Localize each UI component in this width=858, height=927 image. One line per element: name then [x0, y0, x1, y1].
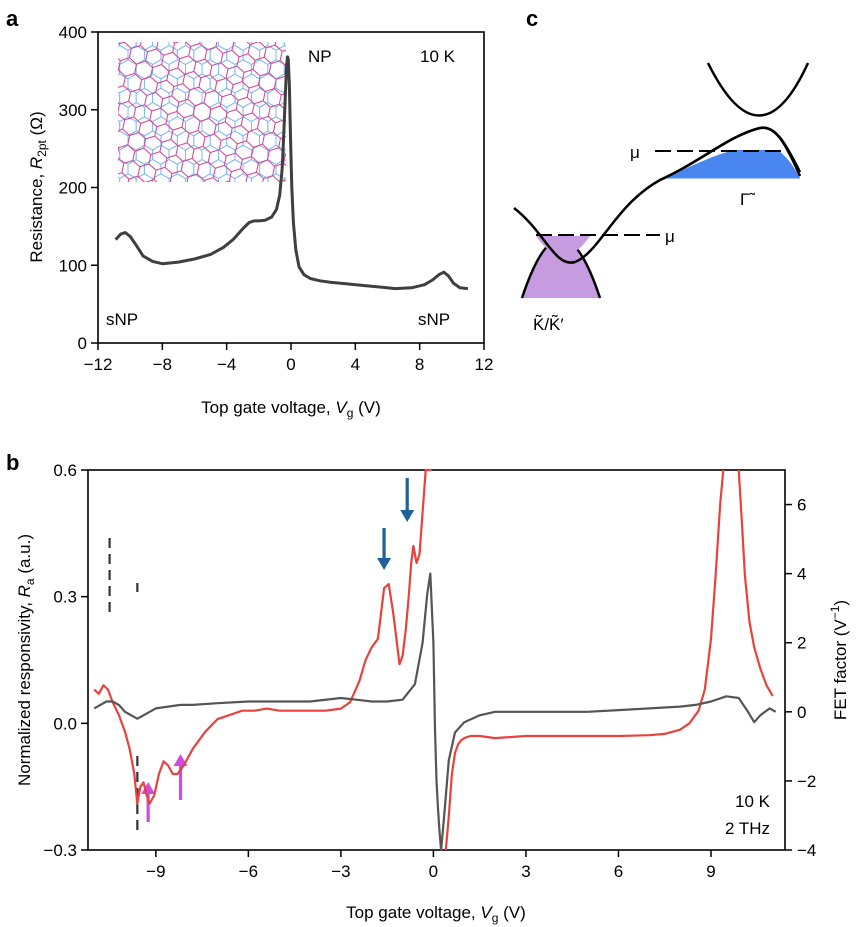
panel-c-band-diagram: μ μ K̃/K̃′ Γ̃ — [513, 62, 810, 334]
panel-b-y2-axis-label: FET factor (V−1) — [828, 600, 850, 720]
panel-a-x-tick-label: 4 — [351, 355, 360, 374]
panel-a-y-tick-label: 200 — [59, 179, 87, 198]
panel-b-y2-tick-label: −4 — [797, 841, 816, 860]
panel-b-x-tick-label: 6 — [614, 862, 623, 881]
gamma-band-fill — [665, 150, 800, 178]
panel-a-x-tick-label: −8 — [153, 355, 172, 374]
panel-a-temperature-label: 10 K — [420, 47, 456, 66]
panel-b-x-axis-label: Top gate voltage, Vg (V) — [346, 903, 526, 925]
panel-b-fet-factor-line — [93, 572, 777, 852]
panel-label-c: c — [526, 6, 538, 31]
lattice-layer — [118, 42, 286, 182]
lattice-layer — [118, 42, 286, 182]
k-conduction-fill — [536, 236, 590, 256]
panel-b-y2-tick-label: 6 — [797, 496, 806, 515]
k-valley-label: K̃/K̃′ — [533, 314, 564, 334]
panel-a-y-tick-label: 400 — [59, 23, 87, 42]
panel-a-y-tick-label: 0 — [78, 334, 87, 353]
panel-b-x-tick-label: 9 — [706, 862, 715, 881]
panel-b-y-axis-label: Normalized responsivity, Ra (a.u.) — [15, 534, 37, 786]
panel-b-y-tick-label: 0.3 — [53, 588, 77, 607]
panel-a-y-tick-label: 100 — [59, 256, 87, 275]
panel-b-responsivity-line-2 — [444, 469, 725, 851]
panel-a-x-tick-label: 8 — [415, 355, 424, 374]
panel-b-frame — [87, 469, 786, 851]
panel-b-responsivity-line-3 — [737, 469, 774, 697]
panel-b-y2-ticks: −4 −2 0 2 4 6 — [785, 496, 816, 860]
panel-a-y-axis-label: Resistance, R2pt (Ω) — [27, 111, 49, 262]
panel-a-y-tick-label: 300 — [59, 101, 87, 120]
panel-a-chart: −12 −8 −4 0 4 8 12 0 100 200 300 400 NP 10 K sNP s… — [27, 23, 494, 420]
panel-b-y2-tick-label: 2 — [797, 634, 806, 653]
panel-b-x-tick-label: −6 — [239, 862, 258, 881]
panel-a-x-tick-label: −4 — [217, 355, 236, 374]
mu-label-left: μ — [665, 227, 675, 246]
panel-a-np-label: NP — [308, 47, 332, 66]
panel-b-chart: −9 −6 −3 0 3 6 9 −0.3 0.0 0.3 0.6 −4 −2 0 2 4 6 10 K 2… — [15, 461, 850, 925]
mu-label-right: μ — [630, 143, 640, 162]
panel-a-y-ticks: 0 100 200 300 400 — [59, 23, 98, 353]
panel-b-x-ticks: −9 −6 −3 0 3 6 9 — [146, 850, 716, 881]
panel-b-x-tick-label: −9 — [146, 862, 165, 881]
blue-arrow-head — [377, 558, 392, 570]
panel-b-y-tick-label: 0.6 — [53, 461, 77, 480]
panel-a-x-tick-label: 0 — [286, 355, 295, 374]
gamma-label: Γ̃ — [740, 190, 755, 209]
panel-b-responsivity-line-1 — [93, 468, 432, 805]
panel-a-snp-left-label: sNP — [106, 310, 138, 329]
panel-a-x-ticks: −12 −8 −4 0 4 8 12 — [84, 343, 494, 374]
panel-b-y-tick-label: 0.0 — [53, 714, 77, 733]
main-band-curve-top — [659, 126, 802, 182]
panel-b-x-tick-label: −3 — [331, 862, 350, 881]
panel-a-x-tick-label: −12 — [84, 355, 113, 374]
panel-b-x-tick-label: 0 — [429, 862, 438, 881]
panel-label-b: b — [6, 450, 19, 475]
gamma-conduction-band — [706, 62, 810, 117]
panel-b-y2-tick-label: −2 — [797, 772, 816, 791]
panel-a-x-axis-label: Top gate voltage, Vg (V) — [201, 398, 381, 420]
panel-a-snp-right-label: sNP — [418, 310, 450, 329]
panel-b-y-ticks: −0.3 0.0 0.3 0.6 — [43, 461, 88, 860]
panel-b-frequency-label: 2 THz — [725, 819, 770, 838]
panel-a-resistance-line — [114, 55, 469, 291]
moire-lattice-inset — [118, 42, 286, 182]
blue-arrow-head — [400, 510, 415, 522]
panel-b-x-tick-label: 3 — [521, 862, 530, 881]
panel-label-a: a — [6, 6, 19, 31]
panel-a-x-tick-label: 12 — [475, 355, 494, 374]
panel-b-temperature-label: 10 K — [735, 792, 771, 811]
panel-b-y-tick-label: −0.3 — [43, 841, 77, 860]
panel-b-y2-tick-label: 0 — [797, 703, 806, 722]
panel-b-y2-tick-label: 4 — [797, 565, 806, 584]
